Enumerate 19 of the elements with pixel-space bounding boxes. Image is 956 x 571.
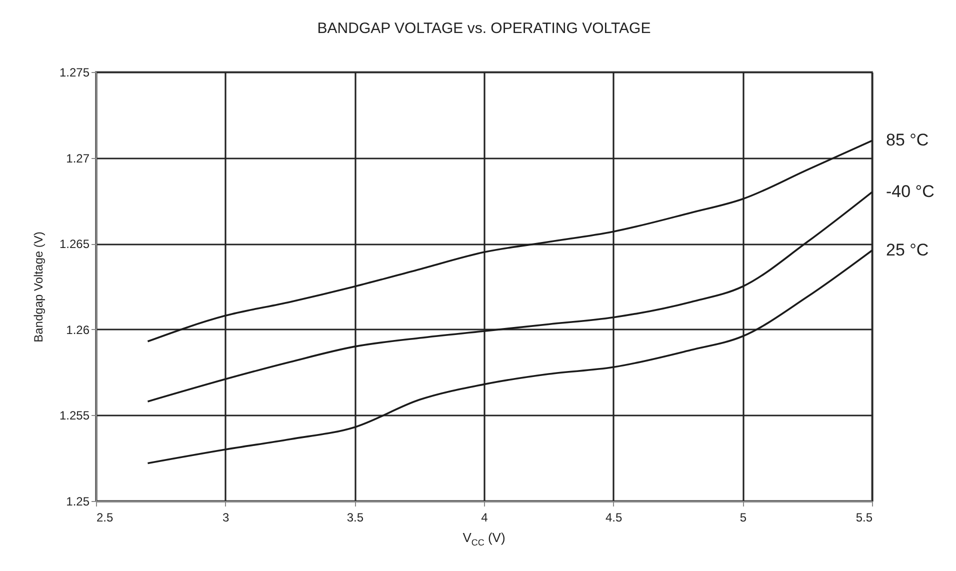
x-tick-label: 2.5	[96, 510, 114, 524]
x-tick-label: 4	[481, 510, 488, 524]
x-tick-label: 5	[740, 510, 747, 524]
x-tick-label: 5.5	[856, 510, 873, 524]
series-label: 25 °C	[886, 240, 929, 260]
y-tick-label: 1.265	[59, 237, 90, 252]
y-tick-label: 1.26	[66, 322, 90, 337]
x-tick-label: 3.5	[346, 510, 364, 524]
x-axis-title: V$_{CC}$ (V)	[462, 530, 506, 548]
y-axis-title: Bandgap Voltage (V)	[31, 232, 46, 342]
y-tick-label: 1.25	[66, 494, 90, 508]
series-label: 85 °C	[886, 130, 929, 150]
series-label: -40 °C	[886, 182, 934, 202]
y-tick-label: 1.27	[66, 151, 90, 166]
x-tick-label: 3	[222, 510, 230, 524]
chart-title: BANDGAP VOLTAGE vs. OPERATING VOLTAGE	[317, 20, 651, 37]
y-tick-label: 1.255	[59, 408, 90, 423]
x-tick-label: 4.5	[605, 510, 622, 524]
y-tick-label: 1.275	[59, 66, 90, 80]
